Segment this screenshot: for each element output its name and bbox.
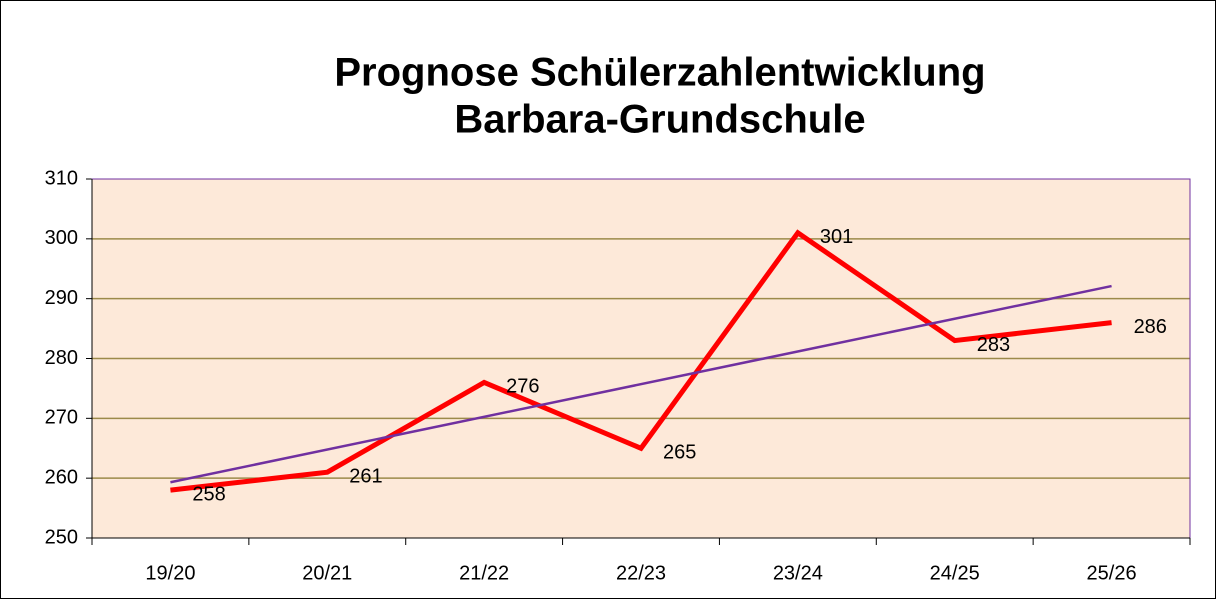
data-line <box>170 229 1112 493</box>
data-label: 286 <box>1134 316 1167 338</box>
x-tick-label: 21/22 <box>459 562 509 584</box>
data-label: 276 <box>506 376 539 398</box>
y-tick-label: 290 <box>45 287 78 309</box>
x-tick-label: 25/26 <box>1087 562 1137 584</box>
trendline <box>170 284 1112 484</box>
y-tick-label: 250 <box>45 526 78 548</box>
chart-title: Barbara-Grundschule <box>454 98 865 142</box>
y-tick-label: 300 <box>45 227 78 249</box>
y-tick-label: 310 <box>45 167 78 189</box>
x-tick-label: 23/24 <box>773 562 823 584</box>
data-label: 283 <box>977 334 1010 356</box>
chart-title: Prognose Schülerzahlentwicklung <box>334 51 985 95</box>
y-tick-label: 260 <box>45 466 78 488</box>
x-tick-label: 24/25 <box>930 562 980 584</box>
data-label: 301 <box>820 226 853 248</box>
data-label: 258 <box>192 483 225 505</box>
y-tick-label: 270 <box>45 407 78 429</box>
data-label: 261 <box>349 465 382 487</box>
y-tick-label: 280 <box>45 347 78 369</box>
data-label: 265 <box>663 442 696 464</box>
x-tick-label: 20/21 <box>302 562 352 584</box>
x-tick-label: 19/20 <box>145 562 195 584</box>
x-tick-label: 22/23 <box>616 562 666 584</box>
